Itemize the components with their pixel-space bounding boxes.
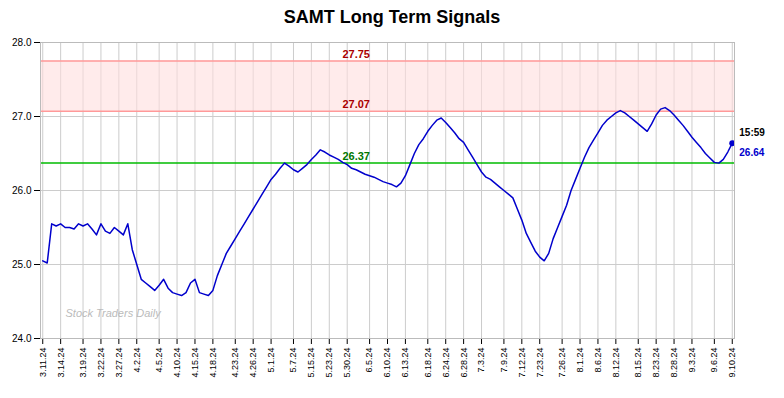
svg-text:3.19.24: 3.19.24 bbox=[78, 348, 88, 378]
svg-text:3.22.24: 3.22.24 bbox=[96, 348, 106, 378]
svg-text:3.11.24: 3.11.24 bbox=[38, 348, 48, 377]
svg-text:6.5.24: 6.5.24 bbox=[364, 348, 374, 373]
svg-text:9.6.24: 9.6.24 bbox=[709, 348, 719, 373]
svg-text:8.12.24: 8.12.24 bbox=[611, 348, 621, 378]
svg-text:5.7.24: 5.7.24 bbox=[288, 348, 298, 373]
svg-text:26.37: 26.37 bbox=[342, 150, 370, 162]
svg-text:9.10.24: 9.10.24 bbox=[727, 348, 737, 378]
svg-text:26.0: 26.0 bbox=[12, 185, 32, 196]
svg-text:27.07: 27.07 bbox=[342, 98, 370, 110]
svg-text:5.23.24: 5.23.24 bbox=[324, 348, 334, 378]
svg-text:8.23.24: 8.23.24 bbox=[651, 348, 661, 378]
svg-text:8.15.24: 8.15.24 bbox=[633, 348, 643, 378]
svg-text:26.64: 26.64 bbox=[739, 147, 764, 158]
svg-text:7.3.24: 7.3.24 bbox=[476, 348, 486, 373]
svg-text:6.13.24: 6.13.24 bbox=[400, 348, 410, 378]
svg-text:3.14.24: 3.14.24 bbox=[56, 348, 66, 378]
svg-text:6.10.24: 6.10.24 bbox=[382, 348, 392, 378]
svg-text:28.0: 28.0 bbox=[12, 37, 32, 48]
svg-text:15:59: 15:59 bbox=[739, 127, 765, 138]
svg-text:8.1.24: 8.1.24 bbox=[575, 348, 585, 373]
svg-text:24.0: 24.0 bbox=[12, 333, 32, 344]
svg-text:7.9.24: 7.9.24 bbox=[499, 348, 509, 373]
svg-text:6.24.24: 6.24.24 bbox=[441, 348, 451, 378]
svg-text:3.27.24: 3.27.24 bbox=[114, 348, 124, 378]
html-text:SAMT Long Term Signals: SAMT Long Term Signals bbox=[283, 7, 501, 27]
svg-text:6.28.24: 6.28.24 bbox=[458, 348, 468, 378]
svg-text:4.2.24: 4.2.24 bbox=[132, 348, 142, 373]
svg-text:4.15.24: 4.15.24 bbox=[190, 348, 200, 378]
svg-text:5.15.24: 5.15.24 bbox=[306, 348, 316, 378]
svg-text:27.0: 27.0 bbox=[12, 111, 32, 122]
svg-text:7.12.24: 7.12.24 bbox=[517, 348, 527, 378]
svg-text:8.6.24: 8.6.24 bbox=[593, 348, 603, 373]
svg-text:4.23.24: 4.23.24 bbox=[230, 348, 240, 378]
svg-text:8.28.24: 8.28.24 bbox=[669, 348, 679, 378]
svg-text:6.18.24: 6.18.24 bbox=[423, 348, 433, 378]
svg-text:5.30.24: 5.30.24 bbox=[342, 348, 352, 378]
svg-text:7.26.24: 7.26.24 bbox=[557, 348, 567, 378]
svg-text:Stock Traders Daily: Stock Traders Daily bbox=[66, 307, 163, 319]
svg-text:25.0: 25.0 bbox=[12, 259, 32, 270]
svg-text:4.10.24: 4.10.24 bbox=[172, 348, 182, 378]
svg-text:4.5.24: 4.5.24 bbox=[154, 348, 164, 373]
svg-text:9.3.24: 9.3.24 bbox=[687, 348, 697, 373]
svg-text:4.26.24: 4.26.24 bbox=[248, 348, 258, 378]
svg-text:27.75: 27.75 bbox=[342, 48, 370, 60]
svg-text:7.23.24: 7.23.24 bbox=[535, 348, 545, 378]
svg-text:5.1.24: 5.1.24 bbox=[266, 348, 276, 373]
svg-text:4.18.24: 4.18.24 bbox=[208, 348, 218, 378]
